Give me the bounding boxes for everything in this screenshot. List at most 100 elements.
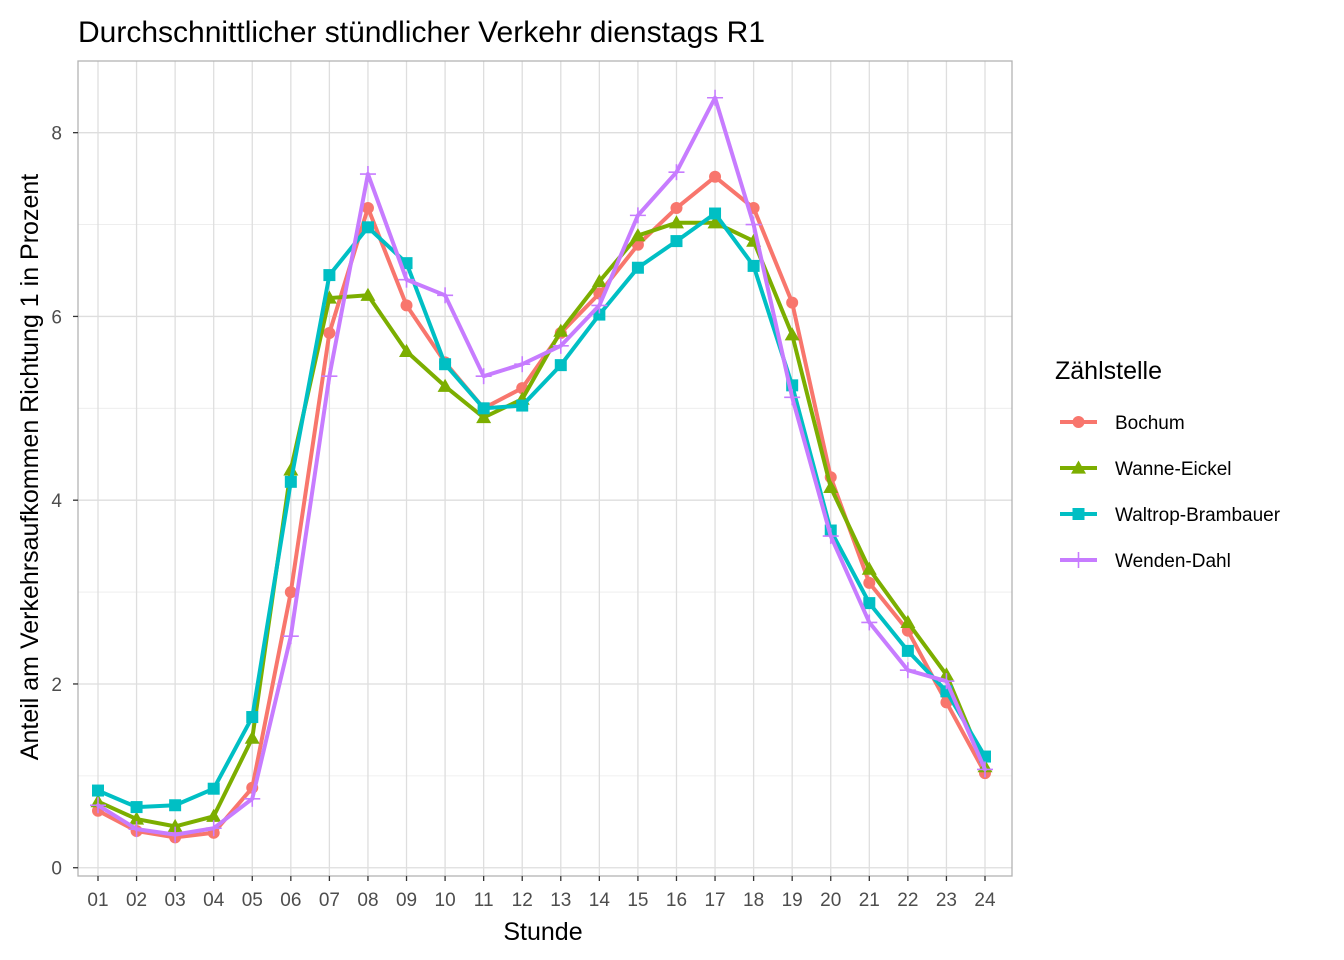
x-tick-label: 24	[974, 890, 996, 911]
y-tick-label: 0	[51, 859, 62, 880]
legend-label: Wenden-Dahl	[1115, 551, 1231, 572]
data-point	[284, 586, 297, 599]
data-point	[207, 782, 220, 795]
data-point	[437, 378, 453, 392]
legend-key-marker	[1071, 460, 1086, 474]
data-point	[823, 479, 839, 493]
x-tick-label: 09	[396, 890, 417, 911]
data-point	[244, 730, 260, 744]
data-point	[514, 356, 531, 373]
data-point	[282, 628, 299, 645]
data-point	[861, 561, 877, 575]
data-point	[784, 389, 801, 406]
data-point	[861, 614, 878, 631]
x-tick-label: 10	[435, 890, 456, 911]
data-point	[244, 790, 261, 807]
data-point	[593, 308, 606, 321]
chart-title: Durchschnittlicher stündlicher Verkehr d…	[78, 16, 765, 49]
legend-item: Wenden-Dahl	[1060, 551, 1231, 572]
data-point	[786, 296, 799, 309]
data-point	[516, 399, 529, 412]
data-point	[90, 797, 106, 814]
x-axis-title: Stunde	[503, 918, 582, 946]
data-point	[707, 215, 723, 229]
data-point	[321, 368, 338, 385]
legend-item: Bochum	[1060, 413, 1185, 434]
legend-label: Bochum	[1115, 413, 1185, 434]
series-line	[96, 220, 987, 829]
data-point	[631, 261, 644, 274]
data-point	[670, 202, 683, 215]
series-waltrop-brambauer	[92, 207, 991, 814]
legend-key-marker	[1072, 508, 1085, 520]
x-tick-label: 08	[357, 890, 378, 911]
data-point	[901, 644, 914, 657]
data-point	[400, 299, 413, 312]
data-point	[709, 207, 722, 220]
legend-label: Wanne-Eickel	[1115, 459, 1232, 480]
series-line	[96, 95, 987, 837]
data-point	[323, 269, 336, 282]
x-tick-label: 22	[897, 890, 918, 911]
data-point	[284, 475, 297, 488]
y-tick-label: 4	[51, 491, 62, 512]
x-axis: 01 02 03 04 05 06 07 08 09 10 11 12 13 14 15 16 17 18 19 20…	[87, 876, 996, 911]
data-point	[591, 274, 607, 288]
series-wanne-eickel	[90, 215, 993, 833]
series-wenden-dahl	[90, 89, 993, 843]
series-line	[96, 211, 987, 810]
series-layer	[90, 89, 993, 844]
data-point	[169, 799, 182, 812]
legend-label: Waltrop-Brambauer	[1115, 505, 1281, 526]
x-tick-label: 12	[512, 890, 533, 911]
legend-key-marker	[1072, 416, 1085, 428]
data-point	[784, 327, 800, 341]
data-point	[477, 402, 490, 415]
x-tick-label: 21	[859, 890, 880, 911]
data-point	[977, 761, 993, 778]
data-point	[246, 711, 259, 724]
data-point	[129, 811, 145, 825]
x-tick-label: 15	[627, 890, 648, 911]
y-tick-label: 2	[51, 675, 62, 696]
data-point	[554, 359, 567, 372]
data-point	[630, 228, 646, 242]
series-bochum	[92, 170, 991, 844]
x-tick-label: 01	[87, 890, 108, 911]
x-tick-label: 07	[319, 890, 340, 911]
data-point	[629, 207, 646, 224]
data-point	[437, 287, 454, 304]
y-tick-label: 6	[51, 307, 62, 328]
data-point	[360, 287, 376, 301]
data-point	[591, 297, 608, 314]
data-point	[670, 235, 683, 248]
panel-border	[77, 60, 1013, 877]
data-point	[863, 576, 876, 589]
data-point	[475, 368, 492, 385]
data-point	[745, 216, 762, 233]
y-axis-title: Anteil am Verkehrsaufkommen Richtung 1 i…	[16, 174, 44, 760]
x-tick-label: 18	[743, 890, 764, 911]
x-tick-label: 04	[203, 890, 225, 911]
series-line	[96, 174, 987, 840]
data-point	[552, 337, 569, 354]
data-point	[707, 89, 724, 106]
x-tick-label: 02	[126, 890, 147, 911]
data-point	[398, 271, 415, 288]
x-tick-label: 20	[820, 890, 841, 911]
y-tick-label: 8	[51, 124, 62, 145]
plot-panel	[77, 60, 1013, 877]
data-point	[130, 801, 143, 814]
x-tick-label: 19	[782, 890, 803, 911]
data-point	[553, 323, 569, 337]
data-point	[167, 818, 183, 833]
x-tick-label: 03	[165, 890, 186, 911]
x-tick-label: 11	[474, 890, 494, 911]
data-point	[863, 597, 876, 610]
data-point	[128, 821, 145, 838]
legend-key-marker	[1070, 552, 1087, 568]
data-point	[167, 826, 184, 843]
x-tick-label: 16	[666, 890, 687, 911]
x-tick-label: 05	[242, 890, 263, 911]
